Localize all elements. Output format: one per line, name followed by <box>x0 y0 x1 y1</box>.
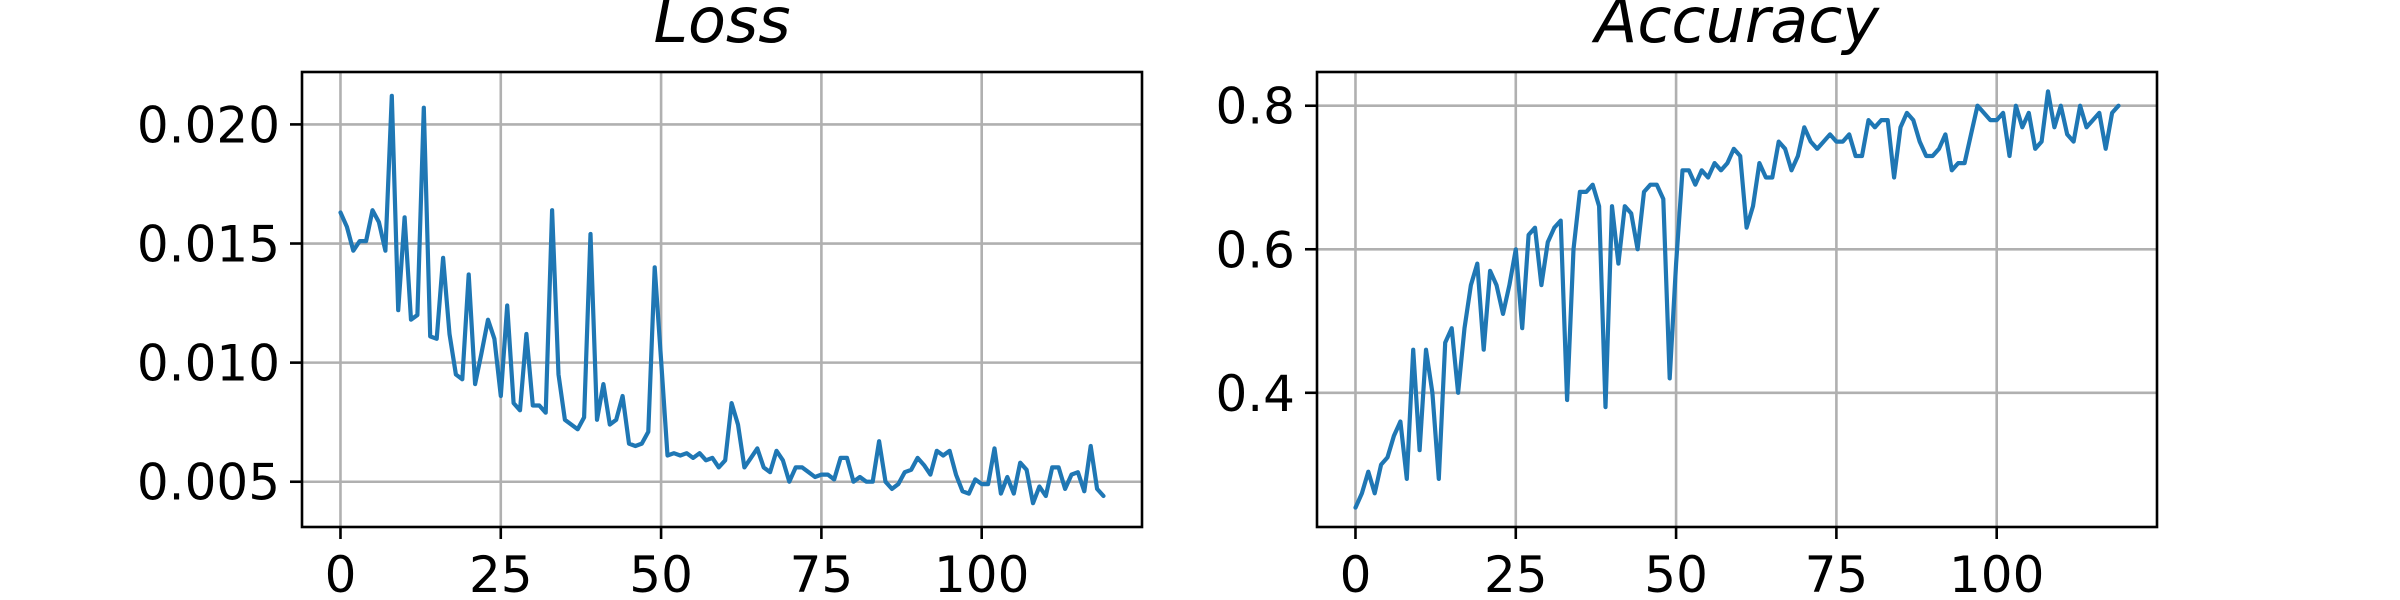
loss-x-tick-label: 0 <box>325 546 357 600</box>
loss-ticks <box>290 123 983 539</box>
accuracy-x-tick-label: 100 <box>1949 546 2044 600</box>
accuracy-x-tick-label: 0 <box>1340 546 1372 600</box>
accuracy-x-tick-label: 25 <box>1484 546 1548 600</box>
accuracy-x-tick-label: 50 <box>1644 546 1708 600</box>
accuracy-tick-labels: 0 25 50 75 100 0.4 0.6 0.8 <box>1215 78 2044 600</box>
loss-series-line <box>338 93 1106 506</box>
loss-y-tick-label: 0.010 <box>137 335 280 393</box>
accuracy-grid <box>1317 72 2157 527</box>
loss-tick-labels: 0 25 50 75 100 0.005 0.010 0.015 0.020 <box>137 96 1030 600</box>
accuracy-chart: Accuracy 0 25 50 75 100 0.4 0.6 0.8 <box>1215 0 2159 600</box>
loss-chart-title: Loss <box>653 0 790 57</box>
accuracy-chart-title: Accuracy <box>1591 0 1880 57</box>
loss-y-tick-label: 0.005 <box>137 454 280 512</box>
accuracy-y-tick-label: 0.8 <box>1215 78 1295 136</box>
accuracy-ticks <box>1305 104 1998 539</box>
loss-y-tick-label: 0.020 <box>137 96 280 154</box>
accuracy-series-line <box>1353 89 2121 510</box>
accuracy-y-tick-label: 0.4 <box>1215 365 1295 423</box>
loss-grid <box>302 72 1142 527</box>
loss-x-tick-label: 25 <box>469 546 533 600</box>
loss-x-tick-label: 100 <box>934 546 1029 600</box>
loss-x-tick-label: 50 <box>629 546 693 600</box>
loss-x-tick-label: 75 <box>790 546 854 600</box>
loss-chart: Loss 0 25 50 75 100 0.005 0.010 0.015 0.020 <box>137 0 1144 600</box>
loss-axes-frame <box>300 70 1144 529</box>
accuracy-x-tick-label: 75 <box>1805 546 1869 600</box>
accuracy-axes-frame <box>1315 70 2159 529</box>
loss-y-tick-label: 0.015 <box>137 216 280 274</box>
accuracy-y-tick-label: 0.6 <box>1215 221 1295 279</box>
